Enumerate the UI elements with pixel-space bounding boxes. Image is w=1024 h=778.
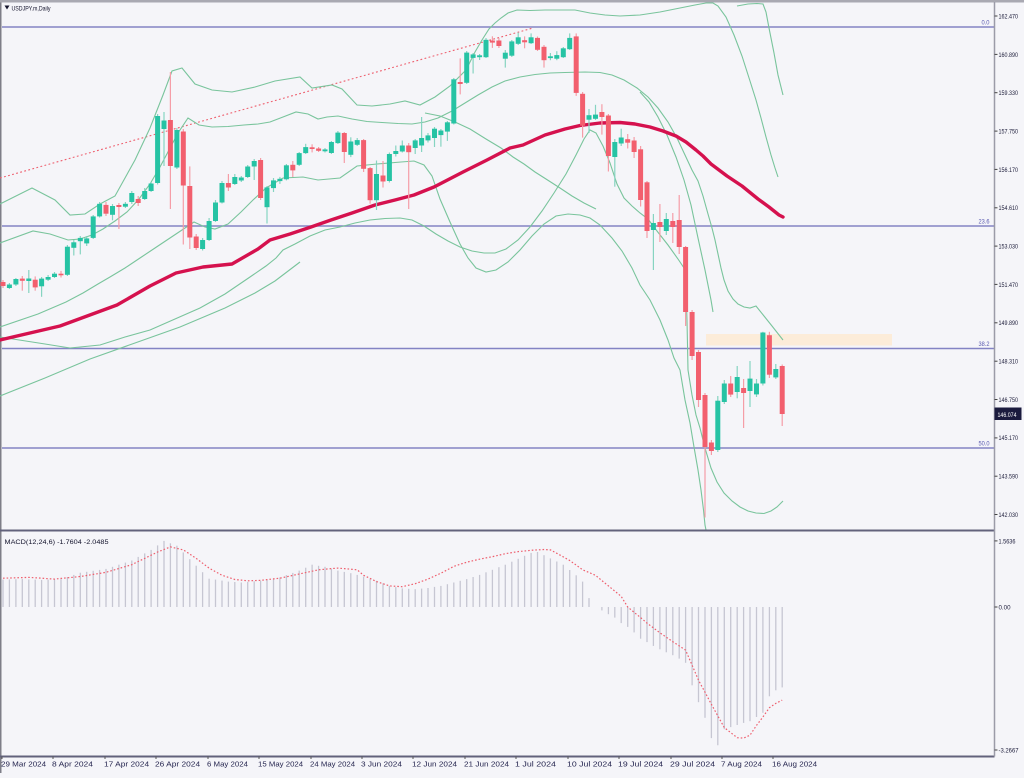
svg-text:50.0: 50.0	[979, 441, 991, 448]
svg-text:156.170: 156.170	[999, 167, 1019, 174]
svg-text:142.030: 142.030	[999, 512, 1019, 519]
svg-text:29 Mar 2024: 29 Mar 2024	[1, 762, 46, 769]
svg-text:7 Aug 2024: 7 Aug 2024	[721, 762, 762, 769]
svg-text:USDJPY.m,Daily: USDJPY.m,Daily	[12, 6, 52, 13]
svg-text:19 Jul 2024: 19 Jul 2024	[618, 762, 663, 769]
svg-text:0.00: 0.00	[999, 604, 1011, 611]
svg-text:12 Jun 2024: 12 Jun 2024	[412, 762, 457, 769]
svg-text:146.074: 146.074	[998, 412, 1017, 419]
svg-text:153.030: 153.030	[999, 244, 1019, 251]
svg-text:1 Jul 2024: 1 Jul 2024	[515, 762, 556, 769]
svg-text:160.890: 160.890	[999, 52, 1019, 59]
svg-text:3 Jun 2024: 3 Jun 2024	[361, 762, 402, 769]
svg-text:149.890: 149.890	[999, 320, 1019, 327]
svg-text:-3.2667: -3.2667	[999, 747, 1019, 754]
svg-text:6 May 2024: 6 May 2024	[207, 762, 248, 769]
svg-text:8 Apr 2024: 8 Apr 2024	[52, 762, 93, 769]
svg-text:24 May 2024: 24 May 2024	[310, 762, 355, 769]
svg-text:26 Apr 2024: 26 Apr 2024	[155, 762, 200, 769]
svg-text:162.470: 162.470	[999, 13, 1019, 20]
svg-text:148.310: 148.310	[999, 359, 1019, 366]
svg-text:159.330: 159.330	[999, 90, 1019, 97]
svg-text:146.750: 146.750	[999, 397, 1019, 404]
svg-text:143.590: 143.590	[999, 474, 1019, 481]
svg-text:10 Jul 2024: 10 Jul 2024	[567, 762, 612, 769]
svg-text:21 Jun 2024: 21 Jun 2024	[464, 762, 509, 769]
svg-text:23.6: 23.6	[979, 219, 991, 226]
svg-text:151.470: 151.470	[999, 282, 1019, 289]
svg-text:1.5636: 1.5636	[999, 538, 1016, 545]
svg-text:38.2: 38.2	[979, 341, 991, 348]
svg-text:154.610: 154.610	[999, 205, 1019, 212]
svg-text:29 Jul 2024: 29 Jul 2024	[670, 762, 715, 769]
svg-text:145.170: 145.170	[999, 435, 1019, 442]
svg-text:157.750: 157.750	[999, 129, 1019, 136]
svg-text:16 Aug 2024: 16 Aug 2024	[772, 762, 817, 769]
svg-text:0.0: 0.0	[982, 20, 991, 27]
svg-text:MACD(12,24,6) -1.7604 -2.0485: MACD(12,24,6) -1.7604 -2.0485	[5, 539, 109, 546]
svg-text:17 Apr 2024: 17 Apr 2024	[104, 762, 149, 769]
svg-text:15 May 2024: 15 May 2024	[258, 762, 303, 769]
